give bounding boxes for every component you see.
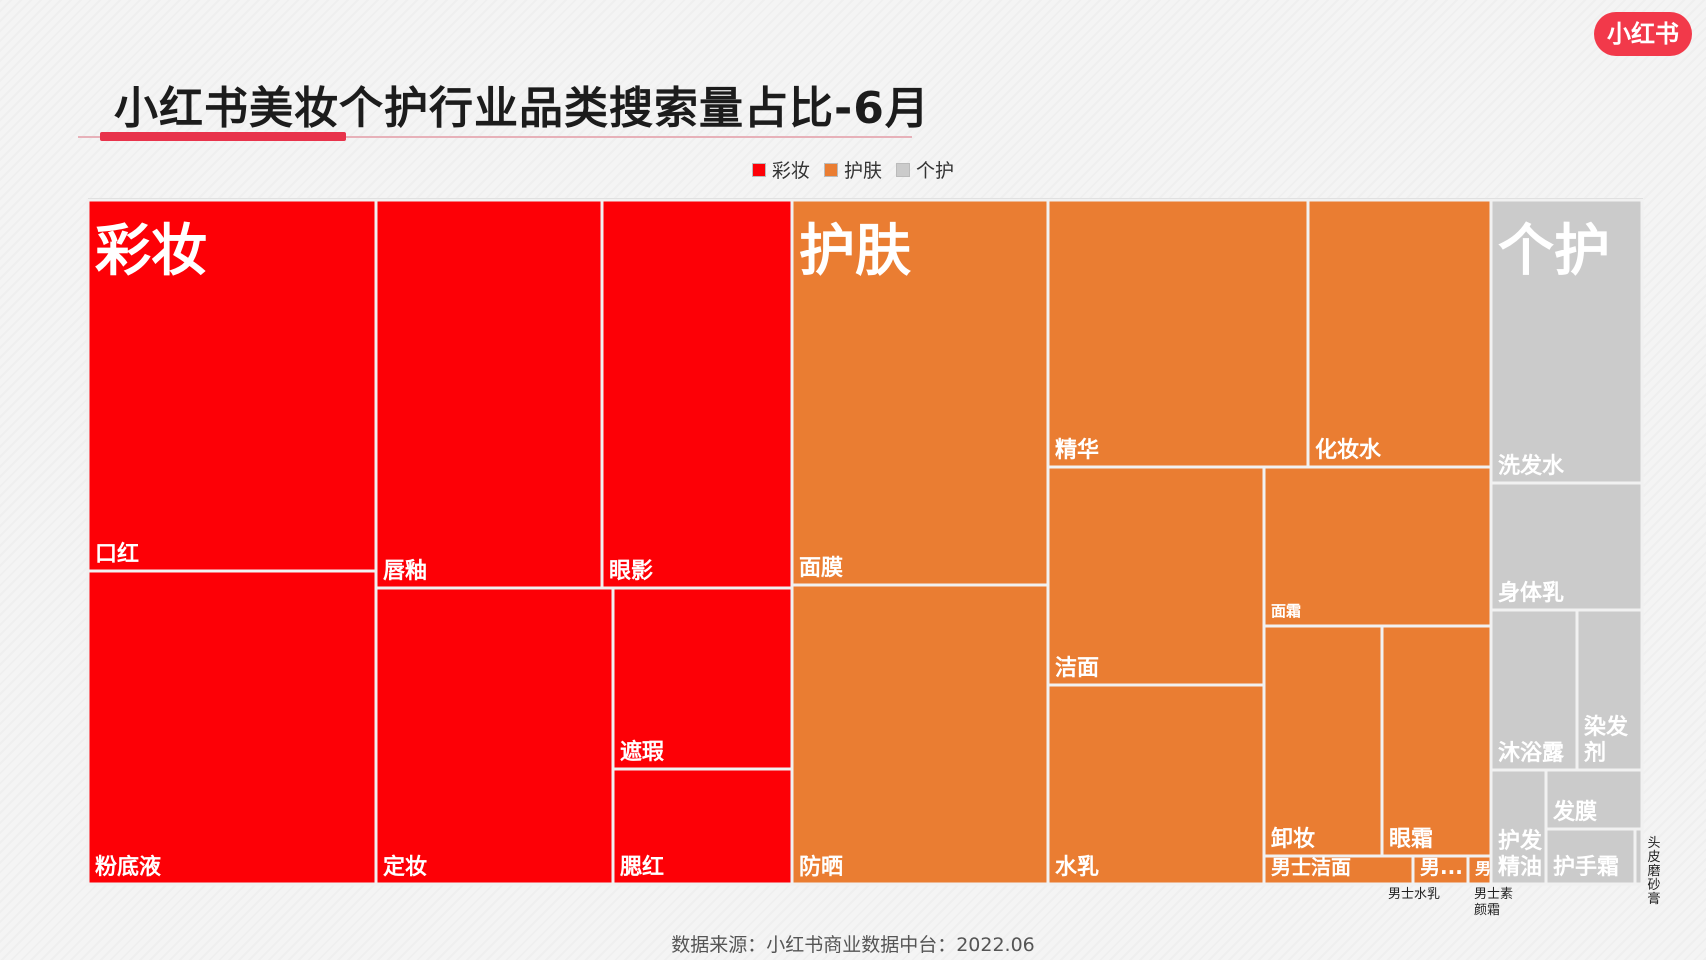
title-underline — [78, 136, 912, 138]
callout-men-lotion: 男士水乳 — [1388, 887, 1441, 902]
legend-label-makeup: 彩妆 — [771, 160, 810, 182]
treemap-tile — [86, 569, 378, 886]
treemap-tile — [1046, 465, 1266, 687]
xiaohongshu-logo: 小红书 — [1594, 12, 1692, 56]
treemap-tile-label: 男 — [1475, 859, 1491, 878]
treemap-tile-label: 唇釉 — [383, 558, 427, 584]
treemap-tile-label: 剂 — [1584, 740, 1606, 766]
treemap-tile-label: 染发 — [1584, 714, 1629, 740]
treemap-tile-label: 面膜 — [799, 556, 843, 581]
treemap-tile-label: 男... — [1420, 855, 1463, 879]
treemap-tile — [1489, 481, 1644, 612]
treemap-tile — [374, 198, 604, 590]
treemap-tile — [1575, 608, 1644, 772]
treemap-tile-label: 精华 — [1055, 437, 1099, 463]
title-accent-bar — [100, 132, 346, 141]
treemap-tile-label: 面霜 — [1271, 602, 1301, 620]
treemap-tile-label: 水乳 — [1055, 854, 1099, 880]
treemap-tile-label: 身体乳 — [1498, 580, 1564, 606]
treemap-tile-label: 腮红 — [620, 854, 664, 880]
treemap-tile-label: 防晒 — [799, 855, 843, 880]
treemap-tile-label: 眼影 — [609, 559, 653, 584]
treemap-tile — [611, 767, 794, 886]
treemap-tile — [1262, 465, 1493, 628]
treemap-tile — [1633, 827, 1644, 886]
treemap-tile-label: 沐浴露 — [1498, 741, 1565, 766]
treemap-tile — [1489, 768, 1548, 886]
legend-swatch-personal-care — [896, 162, 911, 177]
page-title: 小红书美妆个护行业品类搜索量占比-6月 — [114, 83, 930, 134]
treemap-tile — [1306, 198, 1493, 469]
legend-item-skincare: 护肤 — [823, 156, 882, 183]
chart-legend: 彩妆 护肤 个护 — [0, 156, 1706, 183]
treemap-tile-label: 护手霜 — [1553, 855, 1619, 880]
treemap-group-label: 个护 — [1498, 219, 1610, 284]
treemap-tile-label: 遮瑕 — [620, 739, 665, 765]
legend-swatch-skincare — [823, 162, 838, 177]
callout-men-bb-cream-line2: 颜霜 — [1474, 903, 1501, 918]
treemap-tile-label: 眼霜 — [1389, 827, 1433, 852]
treemap-tile-label: 精油 — [1498, 854, 1542, 880]
treemap-tile-label: 护发 — [1498, 828, 1543, 854]
treemap-tile — [1411, 854, 1470, 886]
treemap-tile-label: 口红 — [95, 541, 139, 567]
data-source-note: 数据来源：小红书商业数据中台：2022.06 — [671, 934, 1035, 956]
legend-item-makeup: 彩妆 — [751, 156, 810, 183]
treemap-group-label: 护肤 — [799, 219, 911, 284]
treemap-tile — [600, 198, 794, 590]
legend-label-skincare: 护肤 — [843, 160, 882, 182]
callout-scalp-scrub: 头皮磨砂膏 — [1647, 836, 1661, 907]
treemap-tile-label: 卸妆 — [1271, 826, 1315, 852]
treemap-tile-label: 化妆水 — [1315, 437, 1382, 463]
treemap-tile — [1046, 683, 1266, 886]
treemap-tile-label: 男士洁面 — [1271, 855, 1351, 879]
legend-item-personal-care: 个护 — [896, 156, 954, 183]
treemap-tile — [1489, 198, 1644, 485]
treemap-group-label: 彩妆 — [95, 219, 207, 284]
treemap-tile-label: 发膜 — [1552, 799, 1597, 825]
treemap-tile-label: 粉底液 — [95, 854, 161, 880]
treemap-tile — [1544, 827, 1637, 886]
legend-label-personal-care: 个护 — [916, 160, 955, 182]
treemap-tile — [790, 198, 1050, 587]
treemap-tile-label: 洗发水 — [1498, 453, 1565, 479]
treemap-tile — [1046, 198, 1310, 469]
treemap-tile — [374, 586, 615, 886]
treemap-tile-label: 洁面 — [1055, 656, 1099, 681]
treemap-tile — [790, 583, 1050, 886]
legend-swatch-makeup — [751, 162, 766, 177]
treemap-tile-label: 定妆 — [383, 854, 427, 880]
treemap-tile — [1262, 624, 1384, 858]
callout-men-bb-cream-line1: 男士素 — [1474, 887, 1514, 902]
treemap-tile — [1380, 624, 1493, 858]
